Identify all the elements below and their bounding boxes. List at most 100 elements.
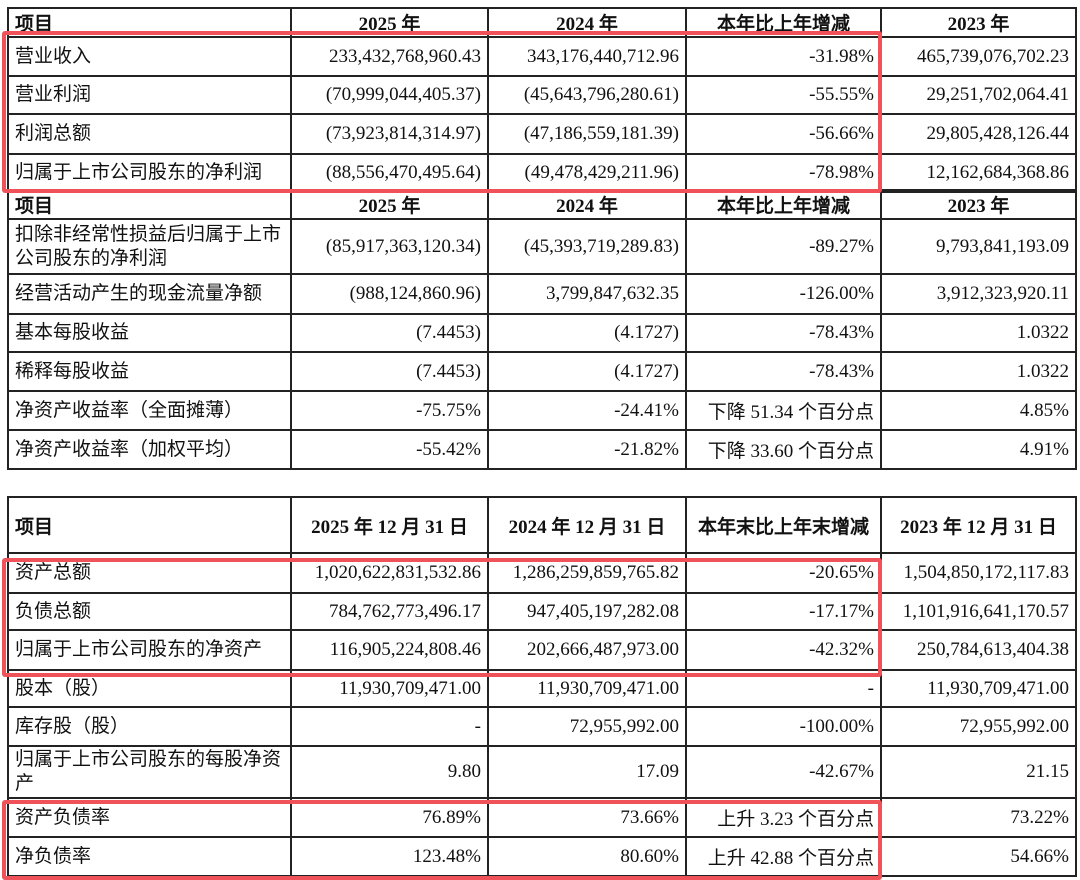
header-row: 项目 2025 年 12 月 31 日 2024 年 12 月 31 日本年末比上年… bbox=[7, 496, 1077, 554]
cell-value: 1,101,916,641,170.57 bbox=[880, 592, 1077, 631]
cell-value: 下降 51.34 个百分点 bbox=[685, 390, 882, 431]
table-row: 归属于上市公司股东的每股净资产 9.80 17.09 -42.67% 21.15 bbox=[7, 745, 1077, 799]
cell-value: -42.67% bbox=[685, 745, 882, 799]
cell-value: 202,666,487,973.00 bbox=[487, 629, 687, 671]
cell-value: 29,805,428,126.44 bbox=[880, 113, 1077, 155]
column-header: 本年末比上年末增减 bbox=[685, 496, 882, 554]
cell-value: - bbox=[685, 669, 882, 708]
cell-value: 上升 3.23 个百分点 bbox=[685, 797, 882, 838]
cell-value: 21.15 bbox=[880, 745, 1077, 799]
cell-value: -56.66% bbox=[685, 113, 882, 155]
cell-value: 3,799,847,632.35 bbox=[487, 273, 687, 315]
table-row: 净资产收益率（加权平均） -55.42% -21.82% 下降 33.60 个百分点 4… bbox=[7, 429, 1077, 470]
cell-value: -42.32% bbox=[685, 629, 882, 671]
cell-value: 4.85% bbox=[880, 390, 1077, 431]
cell-value: -78.43% bbox=[685, 351, 882, 392]
row-label: 营业利润 bbox=[7, 75, 292, 115]
column-header: 2023 年 bbox=[880, 189, 1077, 220]
cell-value: 1.0322 bbox=[880, 351, 1077, 392]
row-label: 归属于上市公司股东的净资产 bbox=[7, 629, 292, 671]
row-label: 归属于上市公司股东的每股净资产 bbox=[7, 745, 292, 799]
table-row: 基本每股收益 (7.4453) (4.1727) -78.43% 1.0322 bbox=[7, 313, 1077, 353]
row-label: 净资产收益率（加权平均） bbox=[7, 429, 292, 470]
row-label: 利润总额 bbox=[7, 113, 292, 155]
cell-value: 12,162,684,368.86 bbox=[880, 153, 1077, 193]
cell-value: 11,930,709,471.00 bbox=[487, 669, 687, 708]
column-header: 2024 年 12 月 31 日 bbox=[487, 496, 687, 554]
cell-value: 17.09 bbox=[487, 745, 687, 799]
column-header: 2024 年 bbox=[487, 7, 687, 38]
cell-value: - bbox=[290, 706, 489, 747]
row-label: 库存股（股） bbox=[7, 706, 292, 747]
cell-value: 76.89% bbox=[290, 797, 489, 838]
cell-value: 54.66% bbox=[880, 836, 1077, 877]
cell-value: 9.80 bbox=[290, 745, 489, 799]
cell-value: (73,923,814,314.97) bbox=[290, 113, 489, 155]
cell-value: 1,504,850,172,117.83 bbox=[880, 552, 1077, 594]
column-header: 本年比上年增减 bbox=[685, 7, 882, 38]
cell-value: 1,286,259,859,765.82 bbox=[487, 552, 687, 594]
cell-value: (70,999,044,405.37) bbox=[290, 75, 489, 115]
cell-value: 72,955,992.00 bbox=[880, 706, 1077, 747]
cell-value: -21.82% bbox=[487, 429, 687, 470]
cell-value: -89.27% bbox=[685, 218, 882, 275]
cell-value: 784,762,773,496.17 bbox=[290, 592, 489, 631]
row-label: 经营活动产生的现金流量净额 bbox=[7, 273, 292, 315]
cell-value: -78.43% bbox=[685, 313, 882, 353]
column-header: 项目 bbox=[7, 189, 292, 220]
cell-value: (85,917,363,120.34) bbox=[290, 218, 489, 275]
income-table-1: 项目 2025 年 2024 年本年比上年增减 2023 年营业收入 233,432,7… bbox=[7, 7, 1077, 193]
cell-value: (7.4453) bbox=[290, 351, 489, 392]
cell-value: 250,784,613,404.38 bbox=[880, 629, 1077, 671]
column-header: 2025 年 bbox=[290, 7, 489, 38]
table-row: 库存股（股） -72,955,992.00 -100.00% 72,955,992.0… bbox=[7, 706, 1077, 747]
table-row: 营业利润 (70,999,044,405.37) (45,643,796,280.6… bbox=[7, 75, 1077, 115]
cell-value: 下降 33.60 个百分点 bbox=[685, 429, 882, 470]
cell-value: -24.41% bbox=[487, 390, 687, 431]
table-row: 股本（股） 11,930,709,471.00 11,930,709,471.00-… bbox=[7, 669, 1077, 708]
table-row: 净资产收益率（全面摊薄） -75.75% -24.41% 下降 51.34 个百分点 4… bbox=[7, 390, 1077, 431]
row-label: 股本（股） bbox=[7, 669, 292, 708]
table-row: 利润总额 (73,923,814,314.97) (47,186,559,181.3… bbox=[7, 113, 1077, 155]
cell-value: -31.98% bbox=[685, 36, 882, 77]
column-header: 2025 年 12 月 31 日 bbox=[290, 496, 489, 554]
table-row: 归属于上市公司股东的净资产 116,905,224,808.46 202,666,4… bbox=[7, 629, 1077, 671]
column-header: 项目 bbox=[7, 496, 292, 554]
cell-value: 11,930,709,471.00 bbox=[880, 669, 1077, 708]
table-row: 资产总额 1,020,622,831,532.86 1,286,259,859,76… bbox=[7, 552, 1077, 594]
cell-value: 73.22% bbox=[880, 797, 1077, 838]
header-row: 项目 2025 年 2024 年本年比上年增减 2023 年 bbox=[7, 7, 1077, 38]
table-row: 营业收入 233,432,768,960.43 343,176,440,712.96… bbox=[7, 36, 1077, 77]
table-row: 经营活动产生的现金流量净额 (988,124,860.96) 3,799,847,6… bbox=[7, 273, 1077, 315]
column-header: 本年比上年增减 bbox=[685, 189, 882, 220]
cell-value: 343,176,440,712.96 bbox=[487, 36, 687, 77]
cell-value: 上升 42.88 个百分点 bbox=[685, 836, 882, 877]
cell-value: (988,124,860.96) bbox=[290, 273, 489, 315]
table-row: 负债总额 784,762,773,496.17 947,405,197,282.08… bbox=[7, 592, 1077, 631]
cell-value: -126.00% bbox=[685, 273, 882, 315]
row-label: 基本每股收益 bbox=[7, 313, 292, 353]
header-row: 项目 2025 年 2024 年本年比上年增减 2023 年 bbox=[7, 189, 1077, 220]
table-row: 扣除非经常性损益后归属于上市公司股东的净利润 (85,917,363,120.34… bbox=[7, 218, 1077, 275]
cell-value: (45,393,719,289.83) bbox=[487, 218, 687, 275]
cell-value: -55.55% bbox=[685, 75, 882, 115]
cell-value: 1,020,622,831,532.86 bbox=[290, 552, 489, 594]
cell-value: 465,739,076,702.23 bbox=[880, 36, 1077, 77]
cell-value: -55.42% bbox=[290, 429, 489, 470]
cell-value: 116,905,224,808.46 bbox=[290, 629, 489, 671]
cell-value: (88,556,470,495.64) bbox=[290, 153, 489, 193]
cell-value: 29,251,702,064.41 bbox=[880, 75, 1077, 115]
cell-value: (4.1727) bbox=[487, 313, 687, 353]
cell-value: 80.60% bbox=[487, 836, 687, 877]
row-label: 净负债率 bbox=[7, 836, 292, 877]
cell-value: (47,186,559,181.39) bbox=[487, 113, 687, 155]
cell-value: (45,643,796,280.61) bbox=[487, 75, 687, 115]
column-header: 项目 bbox=[7, 7, 292, 38]
cell-value: -17.17% bbox=[685, 592, 882, 631]
table-row: 资产负债率 76.89% 73.66% 上升 3.23 个百分点 73.22% bbox=[7, 797, 1077, 838]
row-label: 稀释每股收益 bbox=[7, 351, 292, 392]
row-label: 净资产收益率（全面摊薄） bbox=[7, 390, 292, 431]
cell-value: 3,912,323,920.11 bbox=[880, 273, 1077, 315]
cell-value: 11,930,709,471.00 bbox=[290, 669, 489, 708]
column-header: 2025 年 bbox=[290, 189, 489, 220]
